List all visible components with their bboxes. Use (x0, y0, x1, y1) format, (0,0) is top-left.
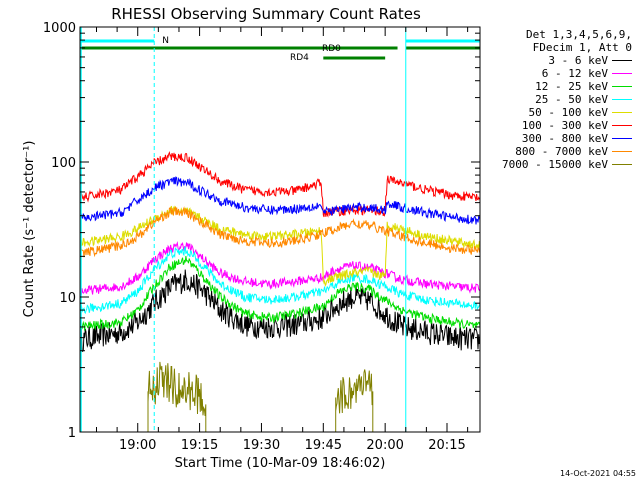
x-tick-label: 19:15 (181, 438, 218, 453)
series-line-300-800-kev (79, 176, 481, 225)
legend-entry: 100 - 300 keV (502, 119, 632, 132)
legend-entry-label: 3 - 6 keV (548, 54, 608, 67)
legend-swatch (612, 73, 632, 74)
series-line-25-50-kev (79, 246, 481, 315)
legend-header-line-2: FDecim 1, Att 0 (532, 41, 632, 54)
y-tick-label: 1 (68, 426, 76, 441)
series-line-100-300-kev (79, 150, 481, 218)
legend-entry: 3 - 6 keV (502, 54, 632, 67)
series-line-7000-15000-kev (80, 361, 480, 433)
legend-swatch (612, 86, 632, 87)
y-tick-label: 1000 (43, 21, 76, 36)
flag-label-n: N (162, 36, 169, 46)
legend-entry: 7000 - 15000 keV (502, 158, 632, 171)
x-tick-label: 19:30 (243, 438, 280, 453)
x-tick-label: 20:00 (366, 438, 403, 453)
legend-entry-label: 25 - 50 keV (535, 93, 608, 106)
series-line-12-25-kev (79, 255, 481, 332)
vertical-markers (80, 27, 481, 432)
y-tick-label: 10 (59, 291, 76, 306)
legend-entry: 50 - 100 keV (502, 106, 632, 119)
axis-ticks: 19:00 19:15 19:30 19:45 20:00 20:15 1 10 100 1000 (43, 21, 480, 453)
legend-entry-label: 12 - 25 keV (535, 80, 608, 93)
series-line-3-6-kev (79, 269, 481, 353)
series-line-800-7000-kev (79, 206, 481, 258)
y-axis-label: Count Rate (s⁻¹ detector⁻¹) (22, 141, 37, 318)
legend-swatch (612, 99, 632, 100)
x-axis-label: Start Time (10-Mar-09 18:46:02) (175, 456, 386, 471)
legend-entry-label: 7000 - 15000 keV (502, 158, 608, 171)
legend-swatch (612, 151, 632, 152)
series-line-50-100-kev (79, 205, 481, 287)
legend-entry-label: 50 - 100 keV (528, 106, 608, 119)
legend-entry: 25 - 50 keV (502, 93, 632, 106)
legend-swatch (612, 138, 632, 139)
legend-header-line-1: Det 1,3,4,5,6,9, (526, 28, 632, 41)
legend-entry-label: 100 - 300 keV (521, 119, 608, 132)
legend-entry: 6 - 12 keV (502, 67, 632, 80)
legend-entry-label: 300 - 800 keV (521, 132, 608, 145)
chart-title: RHESSI Observing Summary Count Rates (111, 5, 421, 23)
x-tick-label: 19:00 (119, 438, 156, 453)
x-tick-label: 19:45 (305, 438, 342, 453)
legend-entry: 300 - 800 keV (502, 132, 632, 145)
legend-entry-label: 800 - 7000 keV (515, 145, 608, 158)
data-series (79, 150, 481, 433)
footer-timestamp: 14-Oct-2021 04:55 (560, 469, 636, 478)
flag-label-rd0: RD0 (322, 44, 341, 54)
legend-swatch (612, 60, 632, 61)
legend-entry: 800 - 7000 keV (502, 145, 632, 158)
legend-entry: 12 - 25 keV (502, 80, 632, 93)
legend-swatch (612, 112, 632, 113)
legend-swatch (612, 125, 632, 126)
legend: Det 1,3,4,5,6,9, FDecim 1, Att 0 3 - 6 k… (502, 28, 632, 171)
legend-items: 3 - 6 keV 6 - 12 keV 12 - 25 keV 25 - 50 ke… (502, 54, 632, 171)
flag-bars: N RD0 RD4 (80, 36, 480, 63)
legend-entry-label: 6 - 12 keV (541, 67, 608, 80)
series-line-6-12-kev (79, 240, 481, 296)
legend-swatch (612, 164, 632, 165)
plot-frame (79, 26, 481, 433)
y-tick-label: 100 (51, 156, 76, 171)
x-tick-label: 20:15 (428, 438, 465, 453)
flag-label-rd4: RD4 (290, 53, 309, 63)
